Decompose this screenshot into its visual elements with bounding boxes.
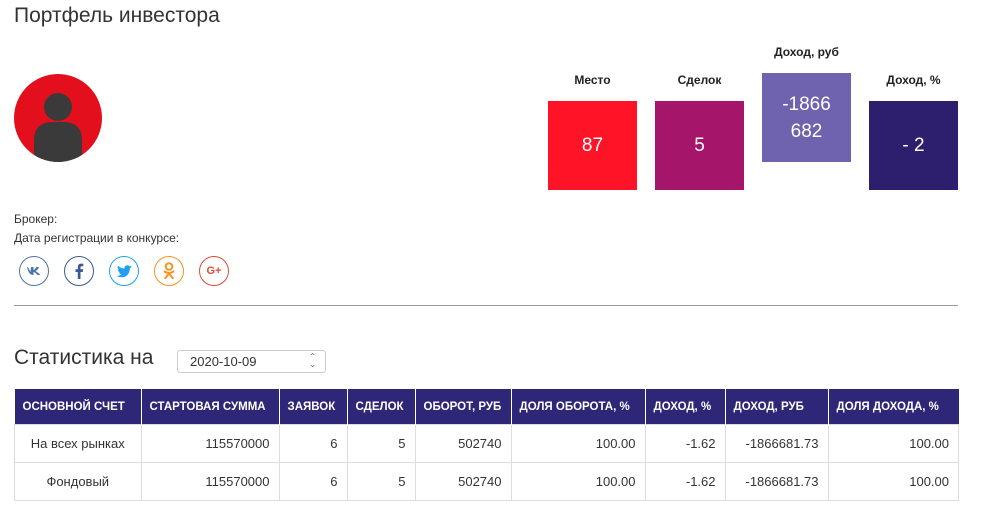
twitter-icon[interactable] [109, 256, 139, 286]
table-cell: 100.00 [827, 424, 959, 463]
column-header: ЗАЯВОК [279, 389, 348, 425]
stat-place-label: Место [574, 73, 611, 87]
stat-deals-label: Сделок [677, 73, 722, 87]
stat-income-percent-value: - 2 [869, 101, 958, 190]
column-header: СДЕЛОК [347, 389, 416, 425]
stat-income-percent: Доход, % - 2 [869, 73, 958, 190]
table-cell: 100.00 [827, 462, 959, 501]
table-cell: 502740 [414, 424, 512, 463]
vk-icon[interactable] [19, 256, 49, 286]
column-header: ДОЛЯ ОБОРОТА, % [511, 389, 646, 425]
odnoklassniki-icon[interactable] [154, 256, 184, 286]
table-cell: 6 [278, 424, 348, 463]
column-header: ОБОРОТ, РУБ [415, 389, 512, 425]
table-cell: 115570000 [140, 424, 280, 463]
table-cell: 502740 [414, 462, 512, 501]
user-silhouette-icon [34, 93, 82, 162]
table-header-row: ОСНОВНОЙ СЧЕТ СТАРТОВАЯ СУММА ЗАЯВОК СДЕ… [14, 389, 959, 425]
date-select[interactable]: 2020-10-09 ⌃ ⌄ [177, 350, 326, 373]
stat-deals-value: 5 [655, 101, 744, 190]
table-row: На всех рынках 115570000 6 5 502740 100.… [14, 424, 959, 463]
stat-place-value: 87 [548, 101, 637, 190]
google-plus-icon[interactable]: G+ [199, 256, 229, 286]
table-cell: 5 [346, 462, 416, 501]
stat-income-percent-label: Доход, % [886, 73, 941, 87]
table-cell: -1866681.73 [724, 462, 829, 501]
table-cell: 115570000 [140, 462, 280, 501]
table-cell: 100.00 [510, 424, 646, 463]
statistics-heading: Статистика на [14, 346, 154, 369]
registration-date-label: Дата регистрации в конкурсе: [14, 231, 180, 245]
stat-income-rub-value: -1866 682 [762, 73, 851, 162]
page-title: Портфель инвестора [14, 4, 220, 27]
stat-deals: Сделок 5 [655, 73, 744, 190]
table-cell: 6 [278, 462, 348, 501]
column-header: ДОЛЯ ДОХОДА, % [828, 389, 959, 425]
column-header: ДОХОД, РУБ [725, 389, 829, 425]
table-cell: 5 [346, 424, 416, 463]
broker-label: Брокер: [14, 212, 58, 226]
avatar [14, 74, 102, 162]
table-cell: -1.62 [644, 424, 726, 463]
table-cell: 100.00 [510, 462, 646, 501]
facebook-icon[interactable] [64, 256, 94, 286]
statistics-table: ОСНОВНОЙ СЧЕТ СТАРТОВАЯ СУММА ЗАЯВОК СДЕ… [14, 389, 959, 501]
column-header: СТАРТОВАЯ СУММА [141, 389, 280, 425]
date-select-value: 2020-10-09 [190, 354, 257, 369]
table-cell: На всех рынках [14, 424, 142, 463]
table-cell: -1866681.73 [724, 424, 829, 463]
table-row: Фондовый 115570000 6 5 502740 100.00 -1.… [14, 462, 959, 501]
column-header: ОСНОВНОЙ СЧЕТ [14, 389, 142, 425]
stat-income-rub-label: Доход, руб [774, 45, 839, 59]
divider [14, 305, 958, 306]
select-arrows-icon: ⌃ ⌄ [309, 352, 316, 369]
column-header: ДОХОД, % [645, 389, 726, 425]
stat-income-rub: Доход, руб -1866 682 [762, 45, 851, 162]
table-cell: -1.62 [644, 462, 726, 501]
table-cell: Фондовый [14, 462, 142, 501]
stat-place: Место 87 [548, 73, 637, 190]
